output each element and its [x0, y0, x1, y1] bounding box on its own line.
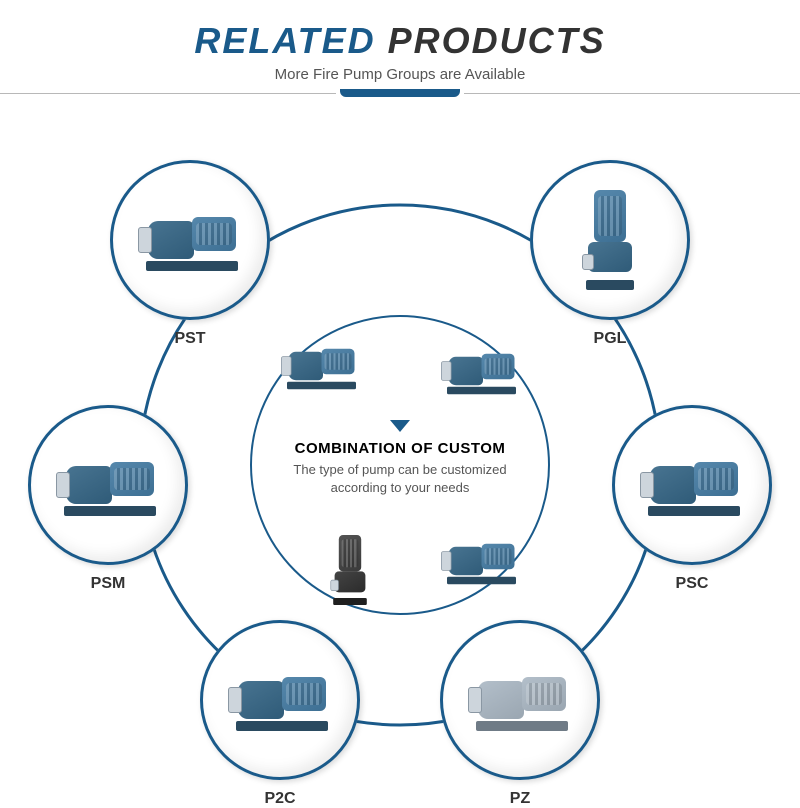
- divider-line-right: [464, 93, 800, 94]
- product-label: PST: [110, 330, 270, 348]
- product-label: PZ: [440, 790, 600, 808]
- pump-icon: [329, 535, 371, 605]
- center-product: [329, 535, 371, 605]
- page-title: RELATED PRODUCTS: [0, 20, 800, 62]
- divider-line-left: [0, 93, 336, 94]
- product-node-pst[interactable]: PST: [110, 160, 270, 320]
- product-node-pz[interactable]: PZ: [440, 620, 600, 780]
- header: RELATED PRODUCTS More Fire Pump Groups a…: [0, 0, 800, 83]
- divider: [0, 89, 800, 97]
- product-node-pgl[interactable]: PGL: [530, 160, 690, 320]
- pump-icon: [230, 669, 330, 731]
- center-product: [443, 538, 518, 585]
- pump-icon: [580, 190, 640, 290]
- product-label: P2C: [200, 790, 360, 808]
- product-label: PSM: [28, 575, 188, 593]
- pump-icon: [283, 343, 358, 390]
- center-product: [283, 343, 358, 390]
- product-node-psm[interactable]: PSM: [28, 405, 188, 565]
- divider-tab: [340, 89, 460, 97]
- product-node-psc[interactable]: PSC: [612, 405, 772, 565]
- pump-icon: [642, 454, 742, 516]
- page-subtitle: More Fire Pump Groups are Available: [0, 66, 800, 83]
- center-title: COMBINATION OF CUSTOM: [270, 440, 530, 457]
- product-label: PSC: [612, 575, 772, 593]
- title-rest: PRODUCTS: [376, 20, 606, 61]
- pump-icon: [470, 669, 570, 731]
- title-accent: RELATED: [194, 20, 375, 61]
- pump-icon: [443, 538, 518, 585]
- center-product: [443, 348, 518, 395]
- pump-icon: [443, 348, 518, 395]
- product-node-p2c[interactable]: P2C: [200, 620, 360, 780]
- diagram-stage: COMBINATION OF CUSTOM The type of pump c…: [0, 120, 800, 800]
- pump-icon: [58, 454, 158, 516]
- product-label: PGL: [530, 330, 690, 348]
- pump-icon: [140, 209, 240, 271]
- center-content: COMBINATION OF CUSTOM The type of pump c…: [270, 420, 530, 497]
- center-desc: The type of pump can be customized accor…: [270, 461, 530, 497]
- chevron-down-icon: [390, 420, 410, 432]
